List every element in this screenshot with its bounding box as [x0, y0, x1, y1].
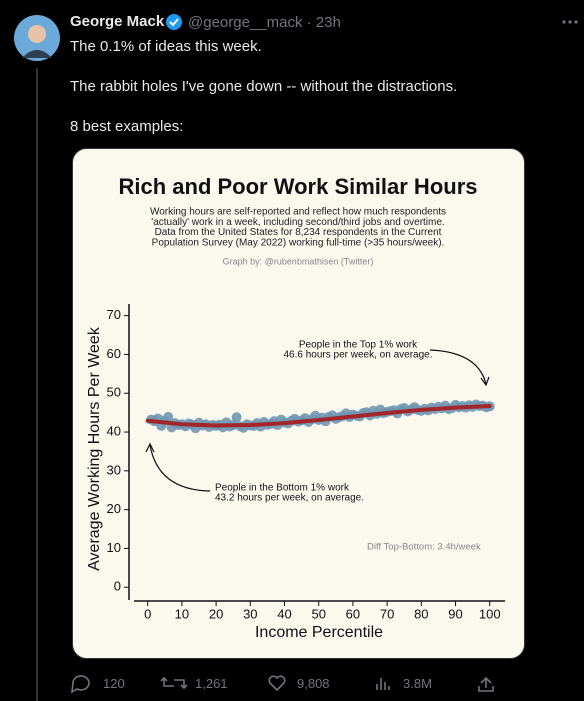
chart-credit: Graph by: @rubenbmathisen (Twitter) — [223, 256, 374, 266]
annotation: 46.6 hours per week, on average. — [284, 350, 433, 361]
arrow — [149, 444, 211, 492]
reply-count: 120 — [103, 676, 125, 691]
y-axis-label: Average Working Hours Per Week — [86, 326, 103, 571]
chart-title: Rich and Poor Work Similar Hours — [119, 174, 478, 199]
x-tick-label: 0 — [144, 606, 151, 621]
y-tick-label: 30 — [107, 462, 121, 477]
y-tick-label: 60 — [107, 346, 121, 361]
chart-subtitle: Data from the United States for 8,234 re… — [155, 227, 442, 238]
reply-icon[interactable] — [71, 675, 90, 694]
more-button[interactable] — [562, 20, 578, 24]
avatar-face — [28, 25, 46, 43]
tweet-text: The rabbit holes I've gone down -- witho… — [70, 78, 458, 95]
y-tick-label: 10 — [107, 540, 121, 555]
arrow-head — [480, 376, 490, 387]
share-icon[interactable] — [478, 676, 494, 692]
x-tick-label: 40 — [277, 606, 291, 621]
avatar-body — [22, 50, 52, 58]
scatter-point — [231, 412, 242, 423]
x-tick-label: 70 — [380, 606, 394, 621]
x-tick-label: 20 — [209, 606, 223, 621]
x-tick-label: 80 — [414, 606, 428, 621]
x-tick-label: 100 — [479, 606, 501, 621]
tweet-text: The 0.1% of ideas this week. — [70, 38, 262, 55]
y-tick-label: 50 — [107, 385, 121, 400]
like-icon[interactable] — [268, 675, 286, 692]
annotation: 43.2 hours per week, on average. — [215, 493, 364, 504]
arrow-head — [145, 442, 155, 453]
x-tick-label: 30 — [243, 606, 257, 621]
retweet-icon[interactable] — [160, 676, 188, 690]
y-tick-label: 20 — [107, 501, 121, 516]
chart-subtitle: Working hours are self-reported and refl… — [150, 207, 446, 218]
retweet-count: 1,261 — [195, 676, 228, 691]
verified-badge — [166, 14, 182, 30]
author-meta: @george__mack · 23h — [188, 14, 341, 31]
x-tick-label: 90 — [448, 606, 462, 621]
annotation: People in the Bottom 1% work — [215, 483, 350, 494]
author-name[interactable]: George Mack — [70, 13, 165, 30]
views-icon[interactable] — [376, 678, 390, 690]
view-count: 3.8M — [403, 676, 432, 691]
trend-line — [145, 404, 492, 428]
y-tick-label: 0 — [114, 579, 121, 594]
like-count: 9,808 — [297, 676, 330, 691]
tweet-text: 8 best examples: — [70, 118, 184, 135]
scatter-point — [163, 411, 174, 422]
arrow — [429, 349, 487, 385]
chart-subtitle: Population Survey (May 2022) working ful… — [152, 238, 445, 249]
chart-subtitle: 'actually' work in a week, including sec… — [151, 217, 444, 228]
y-tick-label: 70 — [107, 307, 121, 322]
chart-background — [72, 148, 525, 659]
x-tick-label: 10 — [175, 606, 189, 621]
chart-image[interactable]: Rich and Poor Work Similar Hours Graph b… — [72, 148, 525, 659]
annotation: Diff Top-Bottom: 3.4h/week — [367, 542, 481, 553]
y-tick-label: 40 — [107, 423, 121, 438]
annotation: People in the Top 1% work — [299, 340, 418, 351]
x-axis-label: Income Percentile — [255, 624, 383, 641]
x-tick-label: 50 — [311, 606, 325, 621]
verified-check — [169, 18, 179, 27]
x-tick-label: 60 — [346, 606, 360, 621]
